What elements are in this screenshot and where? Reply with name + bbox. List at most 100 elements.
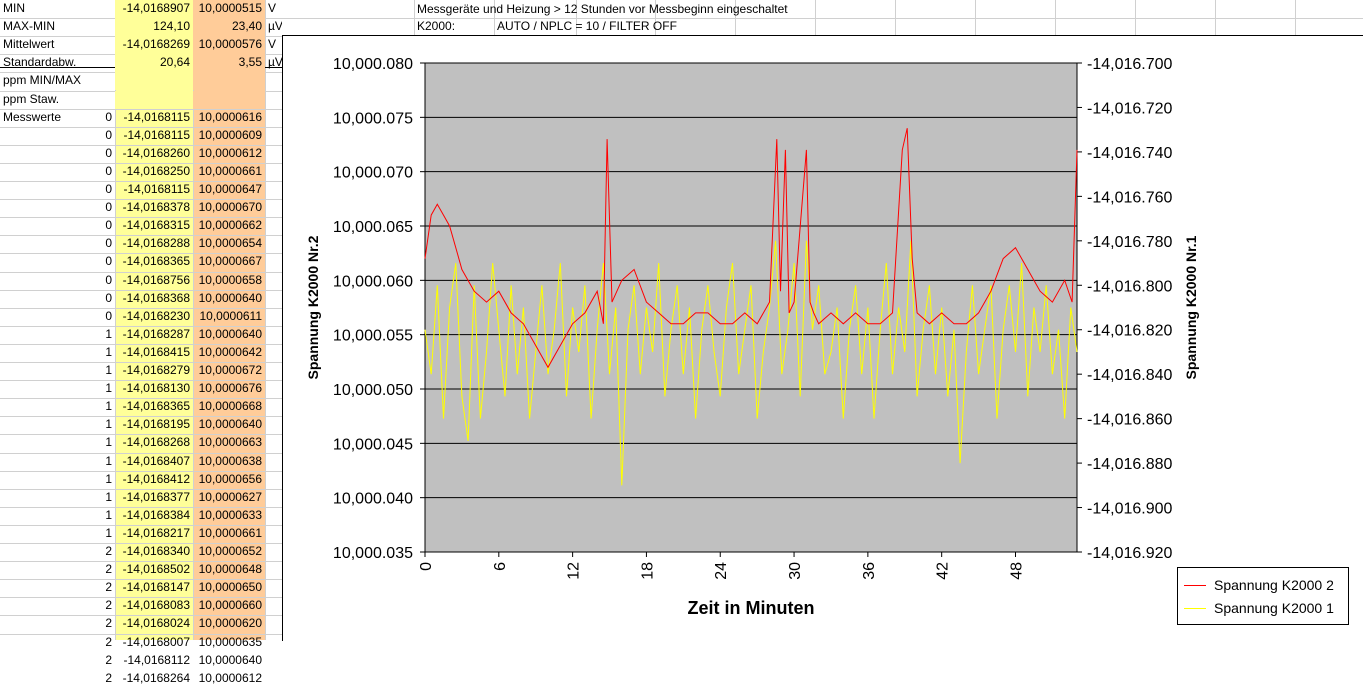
- table-row-index[interactable]: 1: [105, 381, 112, 395]
- table-row-col1[interactable]: -14,0168415: [122, 345, 190, 359]
- table-row-col2[interactable]: 10,0000640: [198, 417, 262, 431]
- stat-value-col2[interactable]: 3,55: [238, 55, 262, 69]
- table-row-index[interactable]: 1: [105, 399, 112, 413]
- table-row-col1[interactable]: -14,0168315: [122, 218, 190, 232]
- table-row-index[interactable]: 2: [105, 580, 112, 594]
- table-row-index[interactable]: 0: [105, 309, 112, 323]
- table-row-index[interactable]: 1: [105, 526, 112, 540]
- table-row-index[interactable]: 1: [105, 417, 112, 431]
- note-k-value[interactable]: AUTO / NPLC = 10 / FILTER OFF: [497, 19, 677, 33]
- stat-value-col2[interactable]: [193, 90, 265, 108]
- table-row-col2[interactable]: 10,0000609: [198, 128, 262, 142]
- table-row-col2[interactable]: 10,0000640: [198, 291, 262, 305]
- stat-value-col2[interactable]: [193, 71, 265, 89]
- table-row-col2[interactable]: 10,0000660: [198, 598, 262, 612]
- table-row-col1[interactable]: -14,0168412: [122, 472, 190, 486]
- table-row-col2[interactable]: 10,0000616: [198, 110, 262, 124]
- table-row-index[interactable]: 1: [105, 345, 112, 359]
- note-line-1[interactable]: Messgeräte und Heizung > 12 Stunden vor …: [417, 2, 788, 16]
- table-row-index[interactable]: 2: [105, 562, 112, 576]
- table-row-col2[interactable]: 10,0000635: [198, 635, 262, 649]
- table-row-col2[interactable]: 10,0000658: [198, 273, 262, 287]
- measure-label[interactable]: Messwerte: [3, 110, 62, 124]
- table-row-col2[interactable]: 10,0000611: [199, 309, 262, 323]
- table-row-col2[interactable]: 10,0000612: [198, 146, 262, 160]
- table-row-col1[interactable]: -14,0168502: [122, 562, 190, 576]
- table-row-col1[interactable]: -14,0168260: [122, 146, 190, 160]
- table-row-col1[interactable]: -14,0168365: [122, 399, 190, 413]
- stat-value-col2[interactable]: 23,40: [231, 19, 262, 33]
- table-row-col1[interactable]: -14,0168130: [122, 381, 190, 395]
- table-row-col1[interactable]: -14,0168407: [122, 454, 190, 468]
- table-row-col1[interactable]: -14,0168024: [122, 616, 190, 630]
- table-row-col2[interactable]: 10,0000647: [198, 182, 262, 196]
- stat-value-col2[interactable]: 10,0000576: [198, 37, 262, 51]
- table-row-index[interactable]: 0: [105, 128, 112, 142]
- table-row-col1[interactable]: -14,0168378: [122, 200, 190, 214]
- stat-unit[interactable]: V: [268, 37, 277, 51]
- table-row-col1[interactable]: -14,0168083: [122, 598, 190, 612]
- table-row-col2[interactable]: 10,0000652: [198, 544, 262, 558]
- table-row-col1[interactable]: -14,0168368: [122, 291, 190, 305]
- table-row-index[interactable]: 0: [105, 200, 112, 214]
- stat-label[interactable]: MIN: [3, 1, 25, 15]
- table-row-index[interactable]: 2: [105, 544, 112, 558]
- stat-label[interactable]: ppm Staw.: [3, 92, 60, 106]
- stat-label[interactable]: MAX-MIN: [3, 19, 55, 33]
- stat-value-col1[interactable]: 20,64: [159, 55, 190, 69]
- table-row-col2[interactable]: 10,0000656: [198, 472, 262, 486]
- table-row-col1[interactable]: -14,0168250: [122, 164, 190, 178]
- table-row-index[interactable]: 1: [105, 327, 112, 341]
- stat-label[interactable]: ppm MIN/MAX: [3, 73, 82, 87]
- table-row-index[interactable]: 2: [105, 635, 112, 649]
- table-row-col2[interactable]: 10,0000661: [198, 526, 262, 540]
- table-row-col1[interactable]: -14,0168147: [122, 580, 190, 594]
- stat-unit[interactable]: µV: [268, 55, 282, 69]
- stat-unit[interactable]: V: [268, 1, 277, 15]
- table-row-col1[interactable]: -14,0168287: [122, 327, 190, 341]
- table-row-index[interactable]: 0: [105, 146, 112, 160]
- table-row-index[interactable]: 0: [105, 236, 112, 250]
- table-row-col1[interactable]: -14,0168264: [122, 671, 190, 685]
- table-row-col2[interactable]: 10,0000627: [198, 490, 262, 504]
- table-row-index[interactable]: 0: [105, 273, 112, 287]
- stat-label[interactable]: Mittelwert: [3, 37, 55, 51]
- table-row-col2[interactable]: 10,0000663: [198, 435, 262, 449]
- table-row-col1[interactable]: -14,0168377: [122, 490, 190, 504]
- table-row-col1[interactable]: -14,0168112: [123, 653, 190, 667]
- table-row-col1[interactable]: -14,0168195: [122, 417, 190, 431]
- table-row-index[interactable]: 2: [105, 671, 112, 685]
- table-row-col2[interactable]: 10,0000648: [198, 562, 262, 576]
- table-row-index[interactable]: 0: [105, 218, 112, 232]
- table-row-col2[interactable]: 10,0000638: [198, 454, 262, 468]
- table-row-col2[interactable]: 10,0000668: [198, 399, 262, 413]
- table-row-col2[interactable]: 10,0000633: [198, 508, 262, 522]
- table-row-index[interactable]: 2: [105, 616, 112, 630]
- table-row-col2[interactable]: 10,0000654: [198, 236, 262, 250]
- table-row-col1[interactable]: -14,0168268: [122, 435, 190, 449]
- table-row-index[interactable]: 0: [105, 110, 112, 124]
- table-row-col2[interactable]: 10,0000640: [198, 327, 262, 341]
- stat-value-col2[interactable]: 10,0000515: [198, 1, 262, 15]
- table-row-index[interactable]: 0: [105, 291, 112, 305]
- table-row-index[interactable]: 1: [105, 454, 112, 468]
- table-row-index[interactable]: 0: [105, 254, 112, 268]
- stat-unit[interactable]: [265, 90, 282, 108]
- table-row-col2[interactable]: 10,0000661: [198, 164, 262, 178]
- table-row-col1[interactable]: -14,0168115: [123, 182, 190, 196]
- table-row-col2[interactable]: 10,0000662: [198, 218, 262, 232]
- table-row-index[interactable]: 0: [105, 164, 112, 178]
- table-row-col1[interactable]: -14,0168007: [122, 635, 190, 649]
- table-row-col2[interactable]: 10,0000642: [198, 345, 262, 359]
- chart-legend[interactable]: Spannung K2000 2 Spannung K2000 1: [1177, 567, 1349, 625]
- table-row-col1[interactable]: -14,0168115: [123, 110, 190, 124]
- table-row-col1[interactable]: -14,0168340: [122, 544, 190, 558]
- table-row-col1[interactable]: -14,0168217: [122, 526, 190, 540]
- table-row-col2[interactable]: 10,0000667: [198, 254, 262, 268]
- stat-value-col1[interactable]: [115, 71, 193, 89]
- table-row-col2[interactable]: 10,0000650: [198, 580, 262, 594]
- note-k-label[interactable]: K2000:: [417, 19, 456, 33]
- table-row-index[interactable]: 0: [105, 182, 112, 196]
- table-row-col2[interactable]: 10,0000612: [198, 671, 262, 685]
- stat-unit[interactable]: [265, 71, 282, 89]
